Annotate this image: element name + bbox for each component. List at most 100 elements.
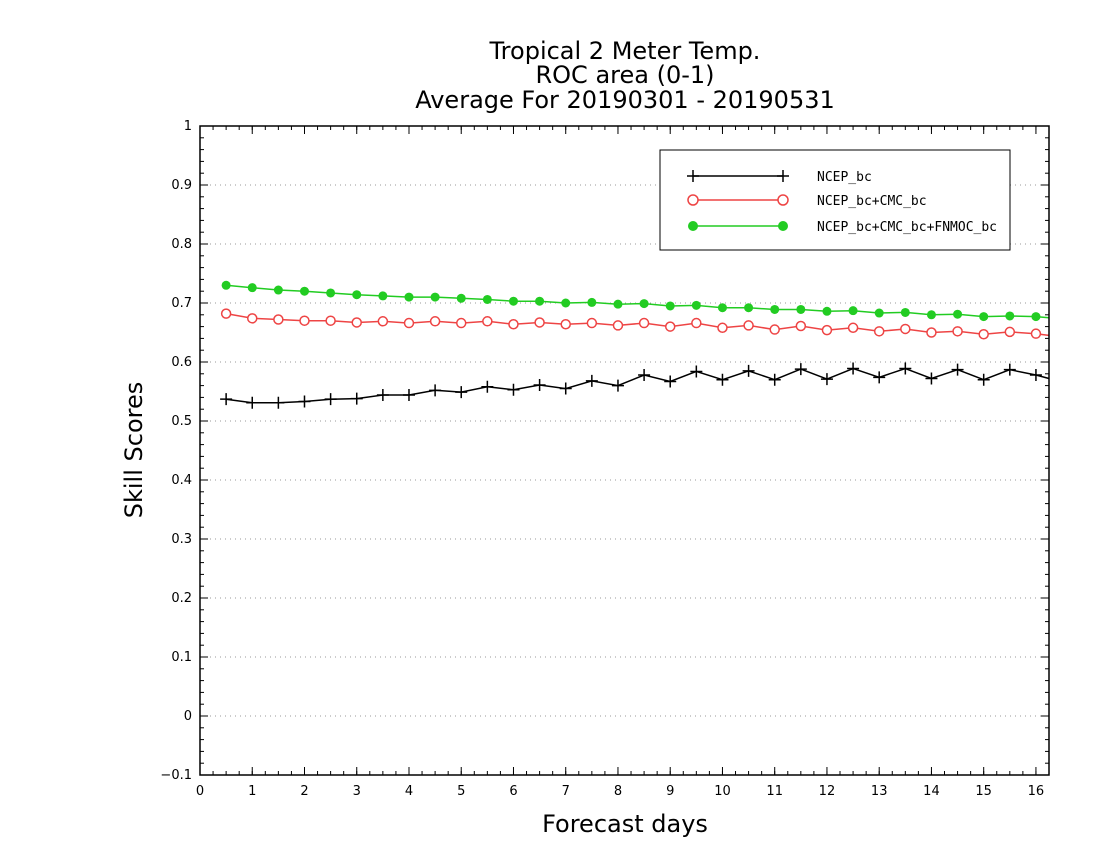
data-point [978, 329, 989, 340]
series-line [226, 367, 1050, 404]
data-point [324, 393, 337, 406]
data-point [534, 317, 545, 328]
data-point [768, 373, 781, 386]
data-point [559, 382, 572, 395]
legend-label-ncep-bc-cmc-bc-fnmoc-bc: NCEP_bc+CMC_bc+FNMOC_bc [817, 220, 997, 235]
y-axis: −0.1 0 0.1 0.2 0.3 0.4 0.5 0.6 0.7 0.8 0.9 1 [160, 119, 1049, 783]
x-tick-label: 16 [1028, 784, 1045, 799]
x-axis: 0 1 2 3 4 5 6 7 8 9 10 11 12 13 14 15 16 [196, 126, 1050, 799]
x-tick-label: 3 [353, 784, 361, 799]
data-point [926, 327, 937, 338]
data-point [482, 316, 493, 327]
series-layer [220, 280, 1050, 409]
legend-item-ncep-bc: NCEP_bc [687, 170, 872, 185]
data-point [1003, 363, 1016, 376]
data-point [272, 396, 285, 409]
data-point [247, 283, 257, 293]
data-point [716, 373, 729, 386]
data-point [952, 326, 963, 337]
data-point [1004, 326, 1016, 338]
y-tick-label: −0.1 [160, 768, 192, 783]
data-point [795, 320, 807, 332]
chart-title: Tropical 2 Meter Temp. ROC area (0-1) Av… [415, 37, 835, 114]
data-point [456, 293, 466, 303]
data-point [847, 322, 859, 334]
data-point [690, 365, 703, 378]
x-tick-label: 2 [300, 784, 308, 799]
data-point [1029, 368, 1042, 381]
data-point [873, 371, 886, 384]
data-point [273, 285, 283, 295]
data-point [900, 307, 910, 317]
data-point [587, 297, 597, 307]
y-axis-title: Skill Scores [120, 382, 148, 519]
data-point [873, 326, 885, 337]
data-point [455, 386, 468, 399]
data-point [664, 321, 676, 332]
data-point [613, 299, 623, 309]
legend-label-ncep-bc: NCEP_bc [817, 170, 872, 185]
series-1 [220, 308, 1050, 340]
data-point [639, 299, 649, 309]
data-point [822, 306, 832, 316]
y-tick-label: 0.1 [171, 650, 192, 665]
y-tick-label: 0.6 [171, 355, 192, 370]
x-tick-label: 13 [871, 784, 888, 799]
series-line [226, 284, 1050, 319]
x-tick-label: 14 [923, 784, 940, 799]
data-point [612, 320, 624, 331]
data-point [743, 320, 754, 331]
series-2 [221, 280, 1050, 322]
y-tick-label: 0.7 [171, 296, 192, 311]
data-point [977, 373, 990, 386]
legend-marker-filled-circle [688, 221, 698, 231]
data-point [429, 316, 441, 327]
data-point [979, 312, 989, 322]
y-tick-label: 0.8 [171, 237, 192, 252]
y-tick-label: 0.4 [171, 473, 192, 488]
x-tick-label: 9 [666, 784, 674, 799]
data-point [611, 379, 624, 392]
x-tick-label: 15 [975, 784, 992, 799]
legend-label-ncep-bc-cmc-bc: NCEP_bc+CMC_bc [817, 194, 927, 209]
y-tick-label: 1 [184, 119, 192, 134]
data-point [717, 322, 728, 334]
legend-marker-open-circle [777, 194, 789, 206]
x-tick-label: 12 [819, 784, 836, 799]
data-point [481, 380, 494, 393]
legend-item-ncep-bc-cmc-bc: NCEP_bc+CMC_bc [687, 194, 927, 209]
data-point [246, 396, 259, 409]
data-point [953, 309, 963, 319]
data-point [430, 292, 440, 302]
data-point [508, 296, 518, 306]
x-tick-label: 6 [509, 784, 517, 799]
data-point [299, 315, 310, 326]
legend-item-ncep-bc-cmc-bc-fnmoc-bc: NCEP_bc+CMC_bc+FNMOC_bc [688, 220, 997, 235]
data-point [717, 303, 727, 313]
legend-marker-open-circle [687, 194, 699, 206]
title-line-1: Tropical 2 Meter Temp. [489, 37, 761, 65]
data-point [403, 317, 415, 329]
x-tick-label: 5 [457, 784, 465, 799]
data-point [533, 379, 546, 392]
data-point [535, 296, 545, 306]
plot-frame [199, 125, 1050, 776]
data-point [560, 318, 571, 330]
data-point [402, 389, 415, 402]
data-point [429, 384, 442, 397]
legend-marker-plus [687, 170, 789, 182]
title-line-2: ROC area (0-1) [535, 61, 714, 89]
data-point [220, 393, 233, 406]
data-point [638, 368, 651, 381]
data-point [561, 298, 571, 308]
data-point [665, 301, 675, 311]
legend-marker-filled-circle [778, 221, 788, 231]
data-point [352, 290, 362, 300]
data-point [376, 389, 389, 402]
data-point [848, 306, 858, 316]
y-tick-label: 0.3 [171, 532, 192, 547]
series-line [225, 312, 1050, 337]
data-point [586, 317, 598, 329]
data-point [1031, 312, 1041, 322]
